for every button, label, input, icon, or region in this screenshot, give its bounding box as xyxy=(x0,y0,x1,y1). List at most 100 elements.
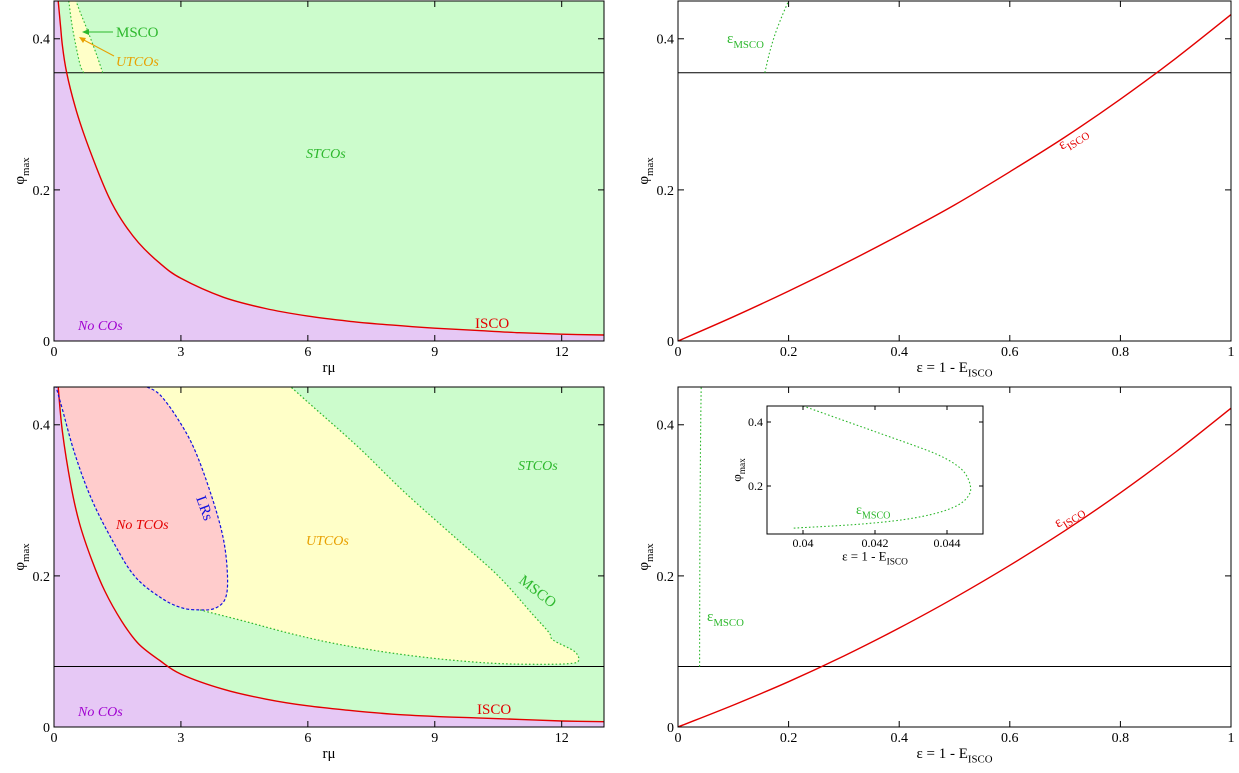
y-axis-label-text: φmax xyxy=(729,458,748,482)
axes-frame xyxy=(677,386,1232,728)
inset-background xyxy=(767,406,983,534)
x-tick-label: 12 xyxy=(555,731,569,746)
y-tick-label: 0 xyxy=(667,335,674,350)
plot-area xyxy=(54,387,604,727)
x-axis-label: ε = 1 - EISCO xyxy=(842,548,908,567)
panel-top-right: 0 0.2 0.4 0.6 0.8 100.20.4ε = 1 - EISCOφmaxεI… xyxy=(636,0,1235,380)
region-utcos xyxy=(147,387,579,665)
label-isco: ISCO xyxy=(477,702,511,718)
label-stcos: STCOs xyxy=(306,147,346,162)
axes-frame xyxy=(677,0,1232,342)
series-line xyxy=(678,14,1231,341)
region-no-cos xyxy=(54,387,604,727)
label-no-tcos: No TCOs xyxy=(115,518,169,533)
x-tick-label: 0.6 xyxy=(1001,731,1019,746)
y-tick-label: 0 xyxy=(667,721,674,736)
inset-label-epsilon-msco-sub: MSCO xyxy=(862,510,891,521)
x-tick-label: 1 xyxy=(1228,345,1235,360)
x-tick-label: 12 xyxy=(555,345,569,360)
x-tick-label: 3 xyxy=(177,731,184,746)
x-tick-label: 0 xyxy=(675,345,682,360)
y-axis-label-text-main: φ xyxy=(729,474,744,482)
y-axis-label-text-sub: max xyxy=(738,458,748,474)
y-tick-label: 0 xyxy=(43,721,50,736)
arrowhead-msco xyxy=(82,29,89,35)
label-epsilon-isco: εISCO xyxy=(1055,130,1092,154)
label-epsilon-isco: εISCO xyxy=(1051,501,1088,535)
y-axis-label-text-sub: max xyxy=(644,543,656,562)
y-axis-label: φmax xyxy=(729,458,748,482)
y-axis-label-text-main: φ xyxy=(12,176,28,185)
label-utcos: UTCOs xyxy=(116,55,159,70)
x-tick-label: 0 xyxy=(51,345,58,360)
label-epsilon-msco: εMSCO xyxy=(707,609,744,629)
curve-isco xyxy=(57,387,604,723)
x-tick-label: 0.8 xyxy=(1112,345,1130,360)
curve-lrs xyxy=(55,387,229,611)
x-axis-label-sub: ISCO xyxy=(968,368,993,380)
x-axis-label: ε = 1 - EISCO xyxy=(916,360,992,380)
inset-plot-area xyxy=(792,406,972,529)
curve-utco-left xyxy=(68,1,85,74)
panel-bottom-right: 0 0.2 0.4 0.6 0.8 100.20.4ε = 1 - EISCOφmaxεI… xyxy=(636,386,1235,766)
y-tick-label: 0.4 xyxy=(748,415,763,429)
y-axis-label: φmax xyxy=(12,543,32,571)
inset-label-epsilon-msco-main: ε xyxy=(856,503,862,518)
x-axis-label: ε = 1 - EISCO xyxy=(916,746,992,766)
series-line xyxy=(699,387,702,667)
plot-area xyxy=(678,387,1231,727)
x-tick-label: 0.4 xyxy=(890,731,908,746)
x-axis-label-main: ε = 1 - E xyxy=(916,360,967,376)
y-tick-label: 0.4 xyxy=(33,33,51,48)
region-no-cos xyxy=(54,1,604,341)
arrowhead-utcos xyxy=(79,37,86,43)
label-epsilon-msco-main: ε xyxy=(707,609,713,625)
label-epsilon-msco-sub: MSCO xyxy=(733,39,764,51)
x-tick-label: 3 xyxy=(177,345,184,360)
x-tick-label: 0.2 xyxy=(780,731,798,746)
y-tick-label: 0.4 xyxy=(33,419,51,434)
label-no-cos: No COs xyxy=(77,705,123,720)
x-tick-label: 0 xyxy=(51,731,58,746)
x-axis-label: rμ xyxy=(322,360,335,376)
axes-frame xyxy=(53,386,605,728)
y-axis-label-text: φmax xyxy=(12,157,32,185)
y-axis-label: φmax xyxy=(636,157,656,185)
inset-label-epsilon-msco: εMSCO xyxy=(856,503,890,521)
y-axis-label-text-sub: max xyxy=(20,543,32,562)
label-epsilon-msco-main: ε xyxy=(727,31,733,47)
x-axis-label-main: ε = 1 - E xyxy=(916,746,967,762)
y-axis-label-text: φmax xyxy=(12,543,32,571)
y-tick-label: 0.2 xyxy=(33,570,51,585)
inset-series-line xyxy=(792,406,972,529)
x-axis-label-sub: ISCO xyxy=(968,754,993,766)
label-isco: ISCO xyxy=(475,316,509,332)
x-axis-label: rμ xyxy=(322,746,335,762)
x-tick-label: 0.042 xyxy=(862,536,889,550)
inset: 0.04 0.042 0.044 0.2 0.4 ε = 1 - EISCO φmax εMS… xyxy=(729,405,984,568)
label-no-cos: No COs xyxy=(77,319,123,334)
y-tick-label: 0.2 xyxy=(657,570,675,585)
label-epsilon-isco-text: εISCO xyxy=(1051,501,1088,535)
x-tick-label: 0.04 xyxy=(793,536,814,550)
x-tick-label: 9 xyxy=(431,345,438,360)
x-tick-label: 0.6 xyxy=(1001,345,1019,360)
y-tick-label: 0.2 xyxy=(33,184,51,199)
y-axis-label: φmax xyxy=(12,157,32,185)
y-axis-label-text-sub: max xyxy=(20,157,32,176)
y-axis-label-text-main: φ xyxy=(12,562,28,571)
label-epsilon-isco-text-sub: ISCO xyxy=(1065,130,1092,154)
y-axis-label-text-main: φ xyxy=(636,176,652,185)
label-epsilon-msco: εMSCO xyxy=(727,31,764,51)
y-tick-label: 0.4 xyxy=(657,419,675,434)
x-tick-label: 0.8 xyxy=(1112,731,1130,746)
label-utcos: UTCOs xyxy=(306,534,349,549)
x-axis-label-main: ε = 1 - E xyxy=(842,548,887,563)
x-tick-label: 0.044 xyxy=(934,536,961,550)
region-utcos xyxy=(68,1,103,73)
y-axis-label-text: φmax xyxy=(636,543,656,571)
y-tick-label: 0 xyxy=(43,335,50,350)
curve-isco xyxy=(57,1,604,336)
series-line xyxy=(764,1,790,73)
